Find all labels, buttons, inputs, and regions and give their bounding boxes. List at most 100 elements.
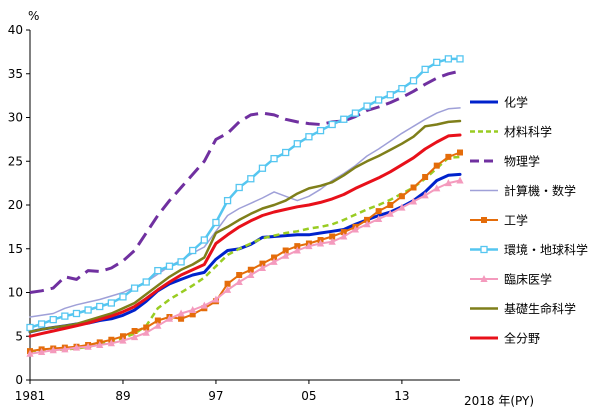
legend-label: 全分野 [504, 331, 540, 346]
series-line [28, 119, 462, 334]
data-point [189, 306, 197, 313]
data-point [49, 315, 57, 324]
data-point [398, 193, 405, 200]
series-line [29, 107, 461, 318]
data-point [456, 55, 464, 63]
data-point [340, 232, 348, 240]
data-point [142, 328, 150, 336]
data-point [398, 84, 406, 93]
data-point [374, 96, 383, 104]
data-point [38, 348, 46, 355]
data-point [177, 309, 185, 317]
data-point [259, 260, 266, 267]
legend-item: 工学 [470, 213, 528, 228]
x-tick-label: 05 [301, 389, 316, 403]
data-point [235, 183, 243, 192]
data-point [421, 191, 429, 199]
series-6 [26, 176, 464, 357]
data-point [200, 301, 208, 309]
axes: % 2018 年(PY) [28, 9, 534, 408]
data-point [84, 306, 92, 314]
data-point [119, 333, 126, 340]
data-point [223, 285, 232, 293]
data-point [270, 257, 278, 265]
y-tick-label: 25 [8, 154, 23, 168]
legend-item: 基礎生命科学 [470, 301, 576, 316]
data-point [293, 140, 301, 148]
data-point [282, 148, 290, 157]
legend-label: 化学 [504, 95, 528, 110]
data-point [282, 247, 289, 254]
data-point [119, 336, 127, 344]
x-tick-label: 97 [208, 389, 223, 403]
data-point [398, 203, 406, 211]
data-point [107, 299, 116, 307]
data-point [96, 302, 104, 311]
y-tick-label: 20 [8, 198, 23, 212]
data-point [444, 179, 452, 187]
y-tick-label: 30 [8, 111, 23, 125]
data-point [154, 321, 162, 329]
y-tick-label: 15 [8, 242, 23, 256]
data-point [236, 272, 243, 278]
y-tick-label: 10 [8, 286, 23, 300]
series-3 [29, 107, 461, 318]
data-point [49, 346, 57, 354]
x-axis-end-label: 2018 年(PY) [464, 394, 534, 408]
data-point [26, 349, 34, 357]
data-point [433, 162, 440, 169]
x-tick-label: 89 [115, 389, 130, 403]
series-line [28, 133, 462, 338]
data-point [351, 225, 360, 233]
series-7 [28, 119, 462, 334]
data-point [316, 239, 325, 247]
y-tick-label: 5 [15, 329, 23, 343]
data-point [154, 266, 162, 275]
series-lines [26, 55, 464, 357]
legend-marker [480, 245, 488, 254]
legend-label: 材料科学 [504, 124, 552, 139]
data-point [387, 202, 394, 208]
data-point [456, 176, 464, 184]
data-point [131, 328, 138, 334]
legend-label: 工学 [504, 213, 528, 228]
x-tick-label: 13 [394, 389, 409, 403]
data-point [224, 280, 231, 287]
data-point [212, 295, 220, 303]
legend-item: 計算機・数学 [470, 183, 576, 198]
y-tick-label: 0 [15, 373, 23, 387]
legend-label: 臨床医学 [504, 272, 552, 287]
legend-marker [481, 217, 487, 223]
legend-item: 物理学 [470, 154, 540, 169]
y-tick-label: 35 [8, 67, 23, 81]
data-point [130, 284, 139, 292]
x-tick-label: 1981 [15, 389, 46, 403]
data-point [142, 278, 150, 286]
data-point [409, 77, 418, 85]
data-point [258, 264, 267, 271]
data-point [271, 254, 278, 261]
legend-label: 基礎生命科学 [504, 301, 576, 316]
data-point [26, 323, 34, 332]
data-point [305, 242, 313, 250]
legend-label: 計算機・数学 [504, 183, 576, 198]
data-point [270, 154, 278, 163]
data-point [329, 233, 336, 240]
series-line [29, 69, 461, 294]
data-point [328, 120, 336, 129]
data-point [305, 133, 313, 141]
data-point [445, 153, 452, 160]
data-point [119, 293, 127, 301]
data-point [165, 262, 174, 270]
data-point [189, 311, 196, 318]
data-point [72, 309, 81, 318]
data-point [340, 115, 348, 123]
data-point [61, 345, 69, 353]
legend-item: 臨床医学 [470, 272, 552, 287]
data-point [363, 102, 371, 110]
data-point [96, 341, 104, 348]
data-point [457, 149, 463, 156]
